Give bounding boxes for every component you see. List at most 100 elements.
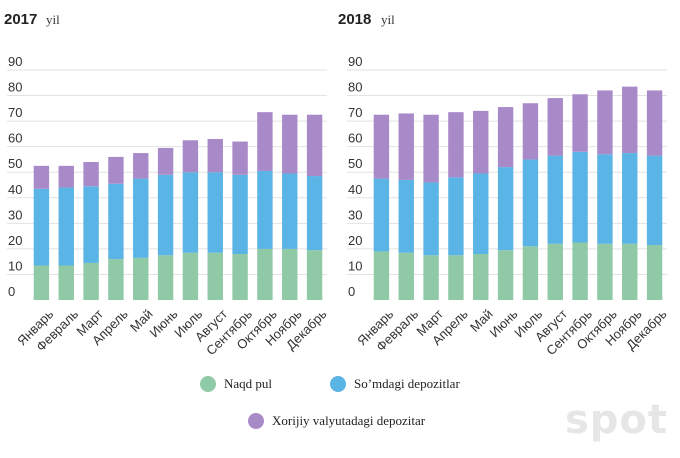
bar-2017-4-series-2 <box>108 183 124 260</box>
y-tick-label-2018-60: 60 <box>348 131 362 146</box>
bar-2017-4-series-3 <box>108 156 124 184</box>
bar-2018-2-series-3 <box>398 113 414 180</box>
bar-2018-12-series-3 <box>646 90 663 156</box>
bar-2017-6-series-3 <box>157 147 174 175</box>
bar-2018-8-series-1 <box>547 243 563 300</box>
bar-2017-9-series-1 <box>232 254 248 300</box>
bar-2017-7-series-2 <box>182 172 199 253</box>
bar-2017-12-series-2 <box>306 176 323 251</box>
bar-2018-1-series-1 <box>373 251 390 300</box>
bar-2018-11-series-1 <box>622 243 638 300</box>
legend-label-naqd-pul: Naqd pul <box>224 376 273 391</box>
bar-2017-12-series-1 <box>306 250 323 300</box>
legend-item-xorijiy-valyuta: Xorijiy valyutadagi depozitar <box>248 413 425 429</box>
bar-2017-3-series-3 <box>83 162 99 187</box>
bar-2017-11-series-2 <box>282 173 298 249</box>
legend-swatch-xorijiy-valyuta <box>248 413 264 429</box>
bar-2017-6-series-1 <box>157 255 174 300</box>
y-tick-label-2018-50: 50 <box>348 156 362 171</box>
bar-2018-3-series-3 <box>423 114 439 183</box>
bar-2018-9-series-1 <box>572 242 588 300</box>
chart-title-unit-2018: yil <box>381 12 395 27</box>
bar-2017-1-series-2 <box>33 188 50 266</box>
bar-2018-5-series-2 <box>473 173 489 254</box>
bar-2018-8-series-3 <box>547 98 563 156</box>
y-tick-label-2017-20: 20 <box>8 233 22 248</box>
bar-2018-10-series-2 <box>597 154 613 244</box>
legend-label-xorijiy-valyuta: Xorijiy valyutadagi depozitar <box>272 413 426 428</box>
legend-item-somdagi-depozitlar: So’mdagi depozitlar <box>330 376 460 392</box>
bar-2017-8-series-1 <box>207 252 223 300</box>
legend-item-naqd-pul: Naqd pul <box>200 376 272 392</box>
chart-title-2018: 2018 <box>338 11 371 28</box>
legend-label-somdagi-depozitlar: So’mdagi depozitlar <box>354 376 460 391</box>
y-tick-label-2017-70: 70 <box>8 105 22 120</box>
bar-2018-4-series-3 <box>448 112 464 178</box>
bar-2018-10-series-3 <box>597 90 613 155</box>
bar-2017-12-series-3 <box>306 114 323 177</box>
y-tick-label-2017-10: 10 <box>8 258 22 273</box>
bar-2017-11-series-1 <box>282 248 298 300</box>
bar-2018-12-series-1 <box>646 245 663 300</box>
bar-2018-5-series-3 <box>473 110 489 174</box>
bar-2017-7-series-3 <box>182 140 199 173</box>
y-tick-label-2017-50: 50 <box>8 156 22 171</box>
y-tick-label-2017-40: 40 <box>8 182 22 197</box>
bar-2017-9-series-2 <box>232 174 248 254</box>
bar-2018-6-series-2 <box>497 167 514 251</box>
y-tick-label-2018-80: 80 <box>348 80 362 95</box>
bar-2017-5-series-3 <box>133 153 149 179</box>
y-tick-label-2018-90: 90 <box>348 54 362 69</box>
bar-2017-1-series-1 <box>33 265 50 300</box>
chart-title-unit-2017: yil <box>46 12 60 27</box>
y-tick-label-2017-90: 90 <box>8 54 22 69</box>
bar-2018-6-series-3 <box>497 107 514 168</box>
bar-2018-12-series-2 <box>646 155 663 246</box>
bar-2018-3-series-2 <box>423 182 439 256</box>
chart-title-2017: 2017 <box>4 11 37 28</box>
bar-2017-3-series-1 <box>83 262 99 300</box>
bar-2018-6-series-1 <box>497 250 514 300</box>
bar-2018-10-series-1 <box>597 243 613 300</box>
bar-2017-8-series-3 <box>207 139 223 173</box>
bar-2018-4-series-2 <box>448 177 464 256</box>
bar-2018-8-series-2 <box>547 155 563 244</box>
bar-2017-7-series-1 <box>182 252 199 300</box>
bar-2018-9-series-3 <box>572 94 588 152</box>
y-tick-label-2017-60: 60 <box>8 131 22 146</box>
y-tick-label-2018-40: 40 <box>348 182 362 197</box>
y-tick-label-2018-10: 10 <box>348 258 362 273</box>
bar-2017-11-series-3 <box>282 114 298 174</box>
bar-2018-2-series-2 <box>398 179 414 253</box>
bar-2018-9-series-2 <box>572 151 588 243</box>
bar-2017-6-series-2 <box>157 174 174 256</box>
bar-2018-1-series-2 <box>373 178 390 252</box>
bar-2018-3-series-1 <box>423 255 439 300</box>
bar-2017-10-series-1 <box>257 248 273 300</box>
bar-2018-1-series-3 <box>373 114 390 179</box>
bar-2017-5-series-1 <box>133 257 149 300</box>
legend-swatch-somdagi-depozitlar <box>330 376 346 392</box>
bar-2017-9-series-3 <box>232 141 248 175</box>
bar-2017-2-series-1 <box>58 265 74 300</box>
bar-2018-7-series-3 <box>522 103 539 160</box>
bar-2017-2-series-2 <box>58 187 74 266</box>
bar-2018-11-series-3 <box>622 86 638 154</box>
y-tick-label-2017-80: 80 <box>8 80 22 95</box>
bar-2018-11-series-2 <box>622 153 638 244</box>
bar-2018-4-series-1 <box>448 255 464 300</box>
bar-2017-1-series-3 <box>33 165 50 189</box>
y-tick-label-2017-0: 0 <box>8 284 15 299</box>
bar-2017-4-series-1 <box>108 259 124 300</box>
legend-swatch-naqd-pul <box>200 376 216 392</box>
bar-2017-5-series-2 <box>133 178 149 258</box>
bar-2017-3-series-2 <box>83 186 99 263</box>
bar-2017-10-series-3 <box>257 112 273 171</box>
bar-2018-5-series-1 <box>473 254 489 300</box>
bar-2017-8-series-2 <box>207 172 223 253</box>
bar-2017-10-series-2 <box>257 170 273 249</box>
y-tick-label-2018-0: 0 <box>348 284 355 299</box>
bar-2017-2-series-3 <box>58 165 74 188</box>
